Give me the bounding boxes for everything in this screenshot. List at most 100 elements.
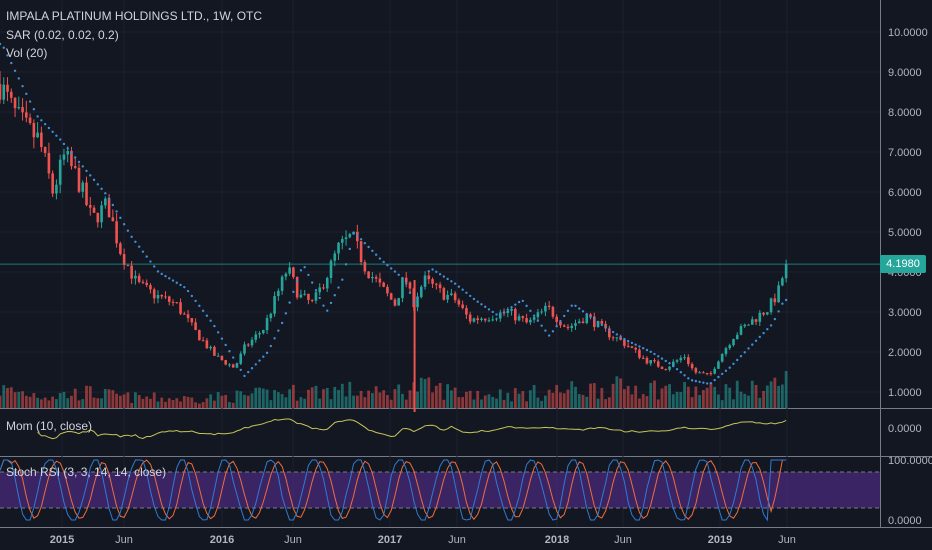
volume-bar bbox=[532, 385, 536, 408]
volume-bar bbox=[231, 402, 235, 408]
volume-bar bbox=[265, 389, 269, 408]
sar-dot bbox=[247, 370, 250, 374]
volume-bar bbox=[686, 386, 690, 408]
sar-dot bbox=[190, 294, 194, 298]
sar-dot bbox=[600, 323, 604, 327]
price-tick-label: 1.0000 bbox=[888, 387, 922, 399]
sar-dot bbox=[514, 303, 517, 306]
stoch-d-line bbox=[0, 459, 787, 521]
volume-bar bbox=[622, 389, 626, 408]
sar-dot bbox=[386, 263, 389, 267]
volume-bar bbox=[239, 391, 243, 408]
volume-bar bbox=[378, 392, 382, 408]
candle-body bbox=[130, 265, 133, 279]
candle-body bbox=[47, 152, 51, 174]
candle-body bbox=[190, 318, 194, 323]
sar-dot bbox=[205, 314, 209, 317]
volume-bar bbox=[367, 390, 371, 408]
volume-bar bbox=[382, 390, 386, 408]
sar-dot bbox=[702, 381, 705, 384]
volume-bar bbox=[664, 385, 668, 408]
volume-bar bbox=[577, 394, 581, 408]
volume-bar bbox=[619, 378, 623, 408]
volume-bar bbox=[698, 394, 702, 408]
volume-bar bbox=[555, 384, 559, 408]
sar-dot bbox=[480, 303, 483, 306]
sar-dot bbox=[551, 330, 555, 333]
sar-dot bbox=[728, 366, 731, 369]
sar-dot bbox=[766, 328, 769, 331]
sar-dot bbox=[476, 300, 479, 303]
volume-bar bbox=[66, 398, 70, 408]
volume-bar bbox=[491, 396, 495, 408]
volume-bar bbox=[562, 393, 566, 408]
volume-bar bbox=[70, 395, 73, 408]
sar-dot bbox=[220, 337, 224, 340]
candle-body bbox=[713, 368, 716, 374]
candle-body bbox=[555, 316, 558, 323]
candle-body bbox=[577, 321, 581, 324]
sar-dot bbox=[70, 151, 73, 155]
sar-dot bbox=[299, 269, 303, 272]
candle-body bbox=[243, 344, 246, 354]
candle-body bbox=[679, 357, 683, 361]
candle-body bbox=[483, 318, 487, 321]
sar-dot bbox=[544, 329, 547, 332]
sar-dot bbox=[698, 380, 701, 384]
candle-body bbox=[397, 298, 401, 306]
volume-bar bbox=[592, 383, 596, 408]
sar-dot bbox=[171, 279, 175, 282]
sar-dot bbox=[115, 210, 118, 213]
candle-body bbox=[750, 319, 754, 325]
time-axis: 2015 Jun 2016 Jun 2017 Jun 2018 Jun 2019 Jun bbox=[50, 534, 796, 546]
volume-bar bbox=[540, 400, 544, 408]
candle-body bbox=[769, 298, 773, 313]
sar-dot bbox=[438, 273, 442, 276]
volume-bar bbox=[397, 384, 401, 408]
sar-dot bbox=[322, 304, 325, 307]
sar-dot bbox=[747, 347, 750, 350]
candle-body bbox=[739, 326, 743, 335]
volume-bar bbox=[585, 396, 589, 408]
volume-bar bbox=[720, 400, 724, 408]
sar-dot bbox=[198, 304, 201, 308]
volume-bar bbox=[653, 380, 656, 408]
sar-dot bbox=[491, 310, 494, 314]
sar-dot bbox=[468, 294, 472, 298]
sar-dot bbox=[224, 343, 227, 347]
sar-dot bbox=[183, 285, 186, 289]
candle-body bbox=[461, 304, 464, 309]
volume-bar bbox=[528, 390, 532, 408]
sar-dot bbox=[739, 354, 743, 358]
candle-body bbox=[77, 167, 81, 192]
sar-dot bbox=[318, 296, 321, 300]
sar-dot bbox=[32, 108, 36, 111]
volume-bar bbox=[401, 393, 404, 408]
volume-bar bbox=[186, 396, 190, 408]
candle-body bbox=[21, 107, 24, 113]
candle-body bbox=[359, 241, 363, 263]
candle-body bbox=[62, 154, 66, 160]
sar-dot bbox=[758, 335, 762, 339]
volume-bar bbox=[21, 391, 24, 408]
sar-dot bbox=[288, 301, 291, 304]
price-tick-label: 2.0000 bbox=[888, 347, 922, 359]
candle-body bbox=[664, 369, 668, 371]
sar-dot bbox=[186, 289, 190, 293]
candle-body bbox=[250, 339, 254, 346]
volume-bar bbox=[626, 385, 630, 408]
volume-bar bbox=[604, 399, 607, 408]
volume-bar bbox=[17, 391, 21, 408]
candle-body bbox=[371, 277, 374, 279]
volume-bar bbox=[261, 388, 265, 408]
volume-bar bbox=[668, 384, 671, 408]
stoch-rsi-pane bbox=[0, 459, 880, 522]
sar-dot bbox=[164, 274, 167, 278]
volume-bar bbox=[679, 392, 683, 408]
candle-body bbox=[600, 320, 604, 324]
sar-dot bbox=[141, 250, 145, 253]
volume-bars bbox=[0, 371, 788, 408]
candle-body bbox=[649, 360, 653, 364]
volume-bar bbox=[634, 385, 638, 408]
